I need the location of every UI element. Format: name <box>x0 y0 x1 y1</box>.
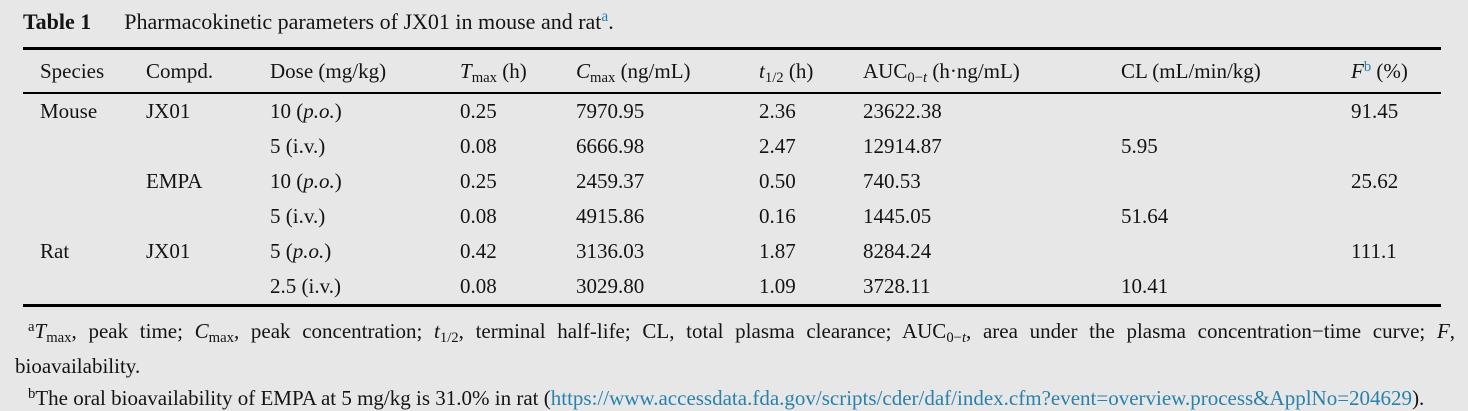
col-header-auc: AUC0−t (h·ng/mL) <box>863 48 1121 94</box>
cell-compd: EMPA <box>146 169 203 193</box>
cell-cmax: 3029.80 <box>576 274 645 298</box>
cell-dose: 5 (i.v.) <box>270 204 326 228</box>
cell-cmax: 2459.37 <box>576 169 645 193</box>
table-row: 5 (i.v.) 0.08 6666.98 2.47 12914.87 5.95 <box>23 129 1441 164</box>
fda-accessdata-link[interactable]: https://www.accessdata.fda.gov/scripts/c… <box>550 386 1191 410</box>
col-header-f: Fb (%) <box>1351 48 1441 94</box>
cell-cl <box>1121 164 1351 199</box>
col-header-dose: Dose (mg/kg) <box>270 48 460 94</box>
table-row: 2.5 (i.v.) 0.08 3029.80 1.09 3728.11 10.41 <box>23 269 1441 306</box>
cell-f <box>1351 269 1441 306</box>
cell-f: 25.62 <box>1351 169 1399 193</box>
cell-thalf: 2.47 <box>759 134 796 158</box>
cell-tmax: 0.25 <box>460 99 497 123</box>
cell-dose: 5 (i.v.) <box>270 134 326 158</box>
cell-f <box>1351 129 1441 164</box>
cell-f: 111.1 <box>1351 239 1397 263</box>
table-footnotes: aTmax, peak time; Cmax, peak concentrati… <box>15 315 1455 411</box>
cell-tmax: 0.08 <box>460 204 497 228</box>
col-header-species: Species <box>23 48 146 94</box>
cell-cmax: 6666.98 <box>576 134 645 158</box>
cell-auc: 3728.11 <box>863 274 931 298</box>
cell-dose: 10 (p.o.) <box>270 99 342 123</box>
cell-dose: 2.5 (i.v.) <box>270 274 341 298</box>
cell-compd <box>146 199 270 234</box>
fda-accessdata-link[interactable]: process&ApplNo=204629 <box>1190 386 1413 410</box>
footnote-b: bThe oral bioavailability of EMPA at 5 m… <box>28 385 1425 410</box>
cell-compd <box>146 269 270 306</box>
cell-species: Mouse <box>40 99 98 123</box>
cell-cl: 10.41 <box>1121 274 1169 298</box>
cell-species <box>23 199 146 234</box>
table-title-text: Pharmacokinetic parameters of JX01 in mo… <box>124 8 614 34</box>
table-header-row: Species Compd. Dose (mg/kg) Tmax (h) Cmax (n… <box>23 48 1441 94</box>
cell-cmax: 7970.95 <box>576 99 645 123</box>
cell-cmax: 3136.03 <box>576 239 645 263</box>
col-header-cl: CL (mL/min/kg) <box>1121 48 1351 94</box>
col-header-compd: Compd. <box>146 48 270 94</box>
cell-auc: 1445.05 <box>863 204 932 228</box>
footnote-a: aTmax, peak time; Cmax, peak concentrati… <box>15 318 1456 378</box>
cell-dose: 5 (p.o.) <box>270 239 332 263</box>
cell-auc: 740.53 <box>863 169 921 193</box>
cell-species <box>23 269 146 306</box>
cell-auc: 23622.38 <box>863 99 942 123</box>
cell-species <box>23 129 146 164</box>
cell-compd <box>146 129 270 164</box>
col-header-thalf: t1/2 (h) <box>759 48 863 94</box>
table-row: EMPA 10 (p.o.) 0.25 2459.37 0.50 740.53 25.62 <box>23 164 1441 199</box>
cell-cl <box>1121 234 1351 269</box>
cell-thalf: 2.36 <box>759 99 796 123</box>
cell-cl: 51.64 <box>1121 204 1169 228</box>
cell-tmax: 0.25 <box>460 169 497 193</box>
cell-thalf: 0.50 <box>759 169 796 193</box>
cell-tmax: 0.08 <box>460 134 497 158</box>
footnote-marker: a <box>28 318 35 335</box>
pharmacokinetics-table: Species Compd. Dose (mg/kg) Tmax (h) Cmax (n… <box>23 47 1441 307</box>
cell-f <box>1351 199 1441 234</box>
cell-cmax: 4915.86 <box>576 204 645 228</box>
col-header-cmax: Cmax (ng/mL) <box>576 48 759 94</box>
table-caption: Table 1 Pharmacokinetic parameters of JX0… <box>0 0 1468 38</box>
cell-auc: 8284.24 <box>863 239 932 263</box>
cell-species: Rat <box>40 239 70 263</box>
table-row: 5 (i.v.) 0.08 4915.86 0.16 1445.05 51.64 <box>23 199 1441 234</box>
table-row: Rat JX01 5 (p.o.) 0.42 3136.03 1.87 8284.24 111… <box>23 234 1441 269</box>
cell-compd: JX01 <box>146 239 191 263</box>
footnote-marker: b <box>28 385 36 402</box>
table-number: Table 1 <box>23 9 92 34</box>
cell-f: 91.45 <box>1351 99 1399 123</box>
cell-compd: JX01 <box>146 99 191 123</box>
cell-thalf: 1.87 <box>759 239 796 263</box>
cell-tmax: 0.08 <box>460 274 497 298</box>
col-header-tmax: Tmax (h) <box>460 48 576 94</box>
table-row: Mouse JX01 10 (p.o.) 0.25 7970.95 2.36 23622.3… <box>23 93 1441 129</box>
cell-tmax: 0.42 <box>460 239 497 263</box>
cell-dose: 10 (p.o.) <box>270 169 342 193</box>
cell-thalf: 1.09 <box>759 274 796 298</box>
cell-cl: 5.95 <box>1121 134 1158 158</box>
cell-thalf: 0.16 <box>759 204 796 228</box>
cell-cl <box>1121 93 1351 129</box>
cell-auc: 12914.87 <box>863 134 942 158</box>
cell-species <box>23 164 146 199</box>
